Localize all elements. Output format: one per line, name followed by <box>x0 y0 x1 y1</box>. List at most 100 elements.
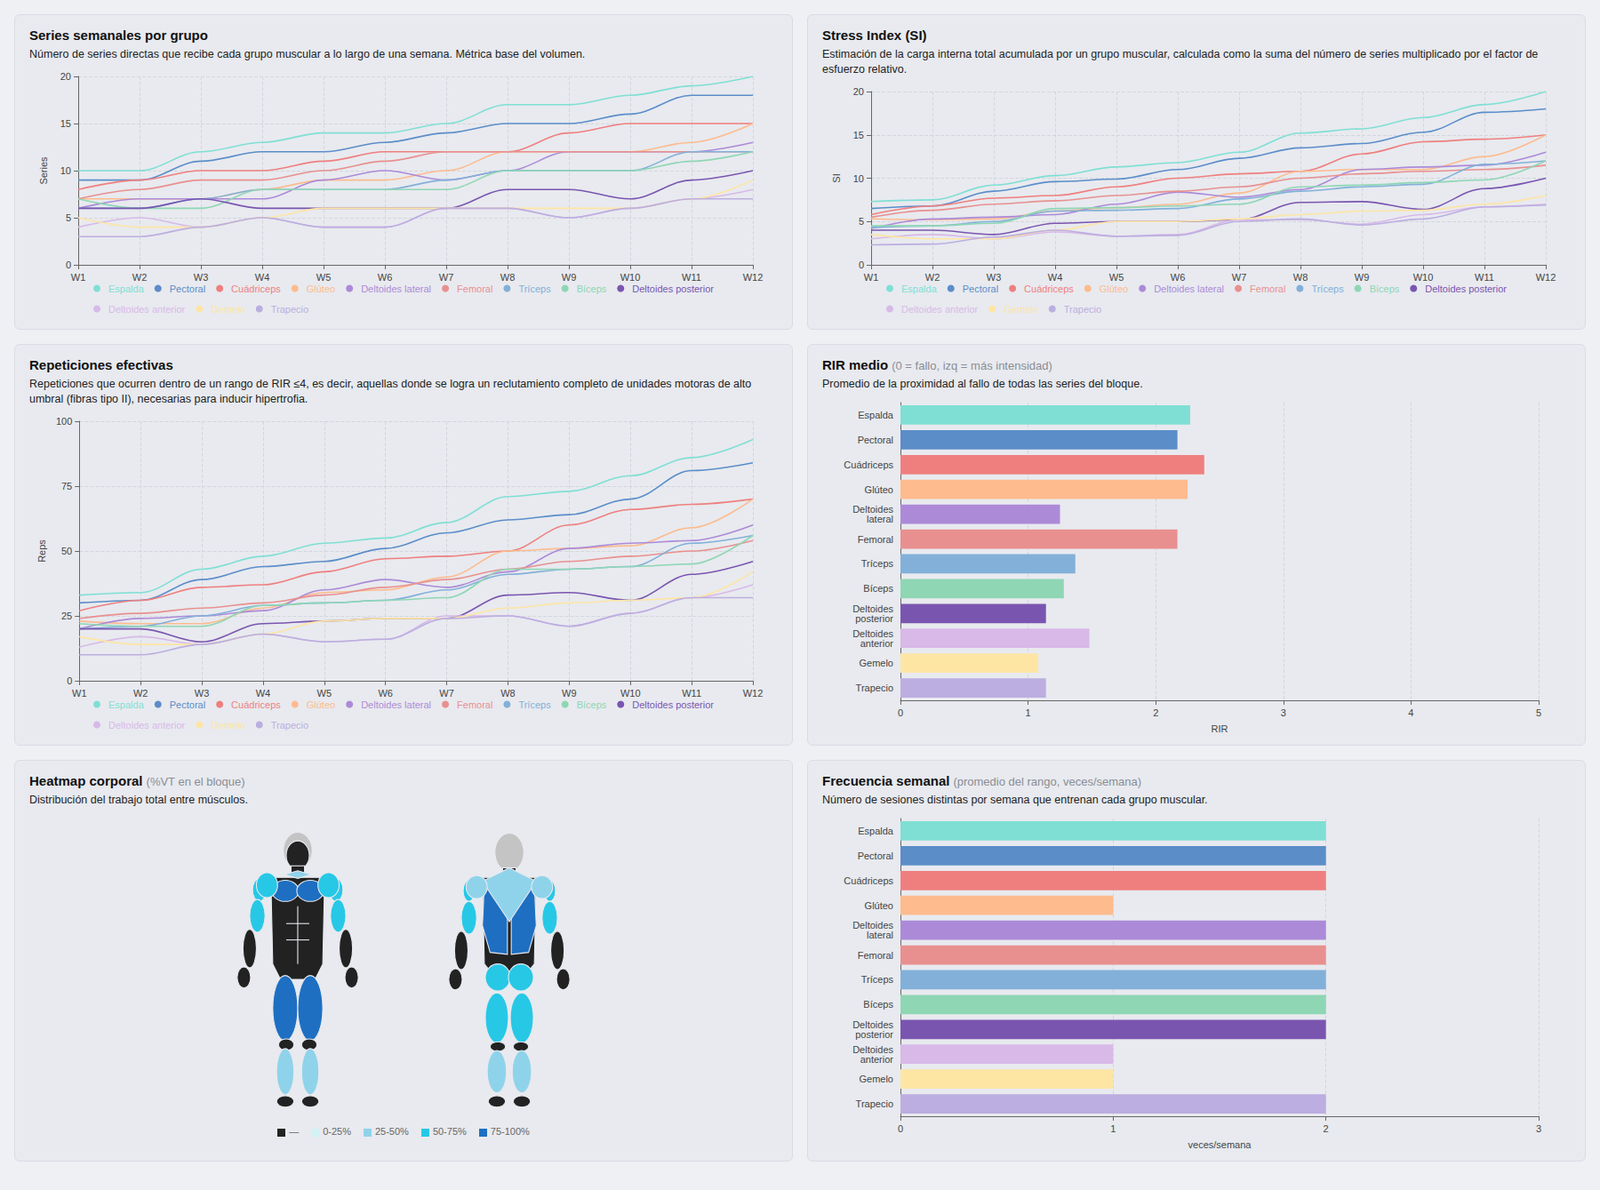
svg-text:Femoral: Femoral <box>456 282 493 294</box>
svg-text:W6: W6 <box>1170 271 1186 282</box>
svg-text:posterior: posterior <box>855 613 894 624</box>
svg-text:Deltoides posterior: Deltoides posterior <box>632 282 714 294</box>
svg-text:1: 1 <box>1110 1122 1116 1134</box>
svg-text:2: 2 <box>1152 706 1159 718</box>
svg-text:posterior: posterior <box>855 1029 894 1040</box>
svg-text:W1: W1 <box>864 271 880 282</box>
svg-text:Gemelo: Gemelo <box>858 657 894 669</box>
svg-text:W9: W9 <box>561 271 577 282</box>
svg-text:W3: W3 <box>194 687 210 698</box>
svg-text:anterior: anterior <box>860 638 895 649</box>
svg-text:Tríceps: Tríceps <box>861 558 895 569</box>
svg-text:3: 3 <box>1280 706 1287 718</box>
svg-text:W2: W2 <box>925 271 941 282</box>
svg-text:Gemelo: Gemelo <box>858 1073 894 1085</box>
svg-text:Cuádriceps: Cuádriceps <box>843 459 894 471</box>
svg-text:Deltoides anterior: Deltoides anterior <box>108 719 186 730</box>
svg-text:W1: W1 <box>72 687 88 698</box>
svg-text:Cuádriceps: Cuádriceps <box>843 875 894 887</box>
svg-text:Femoral: Femoral <box>857 949 894 960</box>
svg-text:0: 0 <box>897 1122 904 1134</box>
svg-text:W10: W10 <box>620 271 641 282</box>
svg-text:anterior: anterior <box>860 1054 895 1065</box>
svg-text:W3: W3 <box>193 271 209 282</box>
svg-text:5: 5 <box>858 216 864 227</box>
svg-text:W9: W9 <box>561 687 577 698</box>
svg-text:Espalda: Espalda <box>108 698 145 710</box>
svg-text:Cuádriceps: Cuádriceps <box>1024 282 1074 294</box>
svg-text:W7: W7 <box>1232 271 1248 282</box>
svg-text:Espalda: Espalda <box>108 282 145 294</box>
svg-text:Pectoral: Pectoral <box>962 282 999 294</box>
svg-text:Bíceps: Bíceps <box>576 698 608 710</box>
svg-text:Femoral: Femoral <box>1249 282 1286 294</box>
svg-text:Tríceps: Tríceps <box>861 974 895 985</box>
svg-text:Reps: Reps <box>36 538 48 562</box>
svg-text:Femoral: Femoral <box>456 698 493 710</box>
svg-text:0: 0 <box>65 259 72 271</box>
svg-text:Trapecio: Trapecio <box>271 719 309 730</box>
svg-text:W8: W8 <box>500 687 516 698</box>
svg-text:veces/semana: veces/semana <box>1188 1138 1253 1150</box>
svg-text:Glúteo: Glúteo <box>864 900 894 912</box>
svg-text:15: 15 <box>853 129 864 141</box>
svg-text:W4: W4 <box>1048 271 1064 282</box>
svg-text:0: 0 <box>66 675 72 687</box>
svg-text:Series: Series <box>38 156 49 185</box>
svg-text:Gemelo: Gemelo <box>1003 303 1039 314</box>
svg-text:Espalda: Espalda <box>857 825 895 837</box>
svg-text:3: 3 <box>1536 1122 1542 1134</box>
svg-text:Deltoides lateral: Deltoides lateral <box>1153 282 1224 294</box>
svg-text:W4: W4 <box>255 271 271 282</box>
svg-text:20: 20 <box>60 71 72 82</box>
svg-text:Cuádriceps: Cuádriceps <box>231 698 281 710</box>
svg-text:50: 50 <box>61 545 72 557</box>
svg-text:W5: W5 <box>317 687 333 698</box>
svg-text:Trapecio: Trapecio <box>856 1098 894 1110</box>
svg-text:Glúteo: Glúteo <box>1099 282 1128 294</box>
svg-text:W11: W11 <box>681 687 702 698</box>
svg-text:W2: W2 <box>132 271 148 282</box>
svg-text:W10: W10 <box>620 687 641 698</box>
svg-text:75: 75 <box>61 480 72 492</box>
svg-text:15: 15 <box>60 118 72 129</box>
svg-text:0: 0 <box>897 706 904 718</box>
svg-text:0: 0 <box>858 259 864 271</box>
svg-text:W2: W2 <box>133 687 149 698</box>
svg-text:W1: W1 <box>71 271 87 282</box>
svg-text:Tríceps: Tríceps <box>518 698 552 710</box>
svg-text:Gemelo: Gemelo <box>210 719 246 730</box>
svg-text:lateral: lateral <box>866 929 894 941</box>
svg-text:Glúteo: Glúteo <box>306 698 336 710</box>
svg-text:Deltoides anterior: Deltoides anterior <box>108 303 186 314</box>
svg-text:20: 20 <box>853 86 864 97</box>
svg-text:Tríceps: Tríceps <box>518 282 552 294</box>
svg-text:Espalda: Espalda <box>901 282 938 294</box>
svg-text:Deltoides lateral: Deltoides lateral <box>360 698 432 710</box>
svg-text:2: 2 <box>1323 1122 1329 1134</box>
svg-text:5: 5 <box>1536 706 1542 718</box>
svg-text:Bíceps: Bíceps <box>1369 282 1400 294</box>
svg-text:W10: W10 <box>1413 271 1434 282</box>
svg-text:lateral: lateral <box>866 513 894 525</box>
svg-text:100: 100 <box>56 416 72 427</box>
svg-text:Deltoides posterior: Deltoides posterior <box>1424 282 1507 294</box>
svg-text:W6: W6 <box>377 271 393 282</box>
svg-text:W4: W4 <box>256 687 272 698</box>
svg-text:Gemelo: Gemelo <box>210 303 246 314</box>
svg-text:Deltoides anterior: Deltoides anterior <box>901 303 979 314</box>
svg-text:Bíceps: Bíceps <box>576 282 608 294</box>
svg-text:Pectoral: Pectoral <box>857 850 894 862</box>
svg-text:Pectoral: Pectoral <box>169 698 206 710</box>
svg-text:Glúteo: Glúteo <box>864 484 894 496</box>
svg-text:W3: W3 <box>986 271 1002 282</box>
svg-text:W6: W6 <box>377 687 393 698</box>
svg-text:5: 5 <box>65 212 72 224</box>
svg-text:W8: W8 <box>500 271 516 282</box>
svg-text:W7: W7 <box>439 271 455 282</box>
svg-text:W12: W12 <box>1536 271 1557 282</box>
svg-text:W8: W8 <box>1293 271 1309 282</box>
svg-text:W11: W11 <box>681 271 702 282</box>
svg-text:1: 1 <box>1025 706 1032 718</box>
svg-text:SI: SI <box>831 173 842 183</box>
